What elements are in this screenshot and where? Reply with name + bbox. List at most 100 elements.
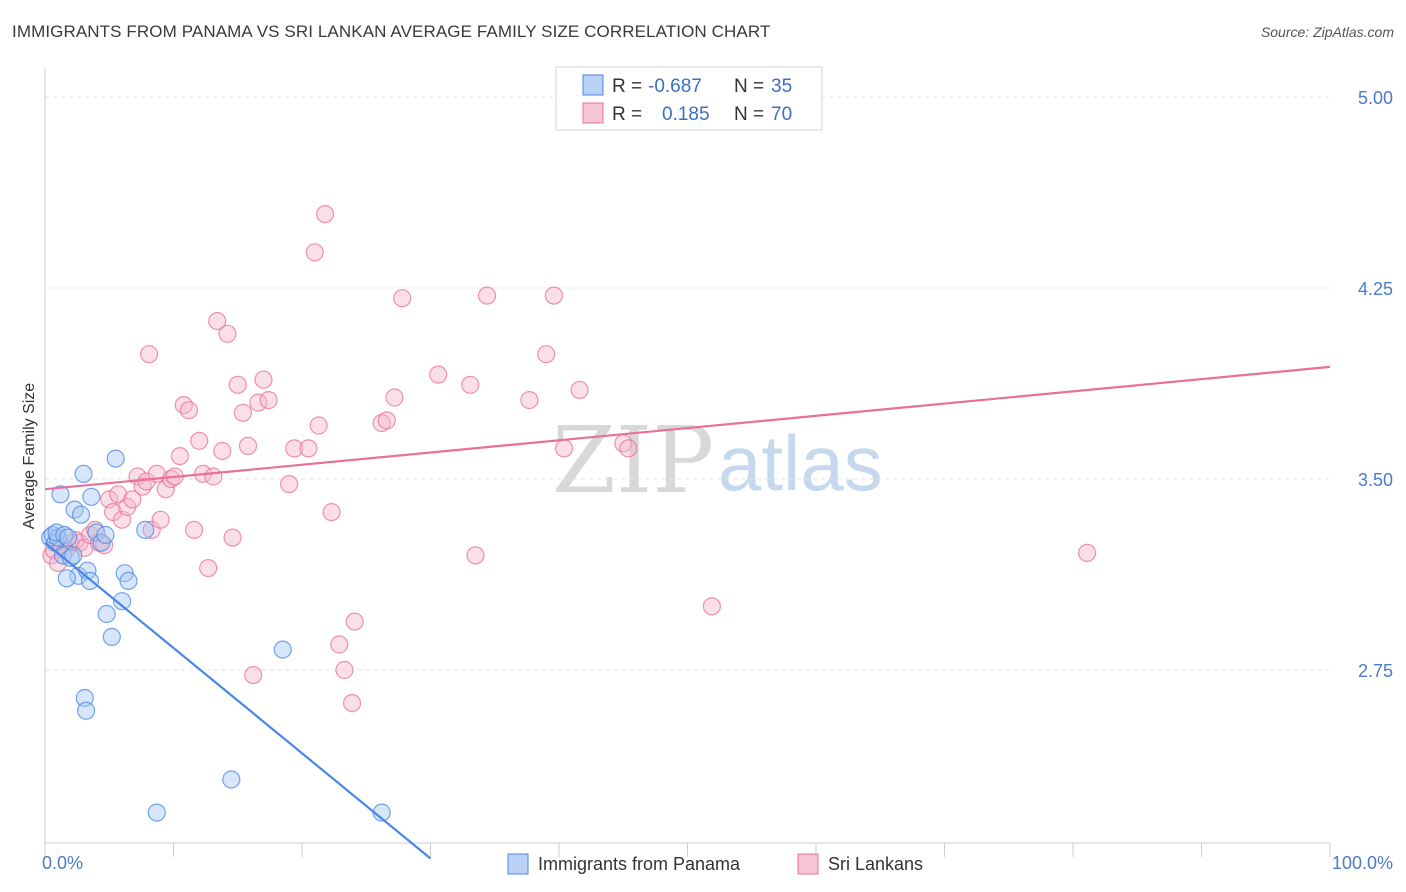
panama-point-29 [76, 701, 96, 720]
stats-legend: R = -0.687 N = 35 R = 0.185 N = 70 [555, 66, 823, 131]
watermark-atlas: atlas [718, 419, 883, 507]
axes [44, 68, 1331, 857]
sri-lankan-point-35 [204, 467, 223, 486]
sri-lankan-point-51 [305, 243, 324, 262]
y-tick-label-0: 5.00 [1358, 88, 1393, 108]
panama-trend-line [44, 541, 432, 860]
sri-lankan-point-40 [228, 375, 247, 394]
trend-lines [44, 365, 1331, 860]
bottom-legend-swatch-panama [507, 853, 529, 875]
y-tick-label-2: 3.50 [1358, 470, 1393, 490]
sri-lankan-point-46 [259, 391, 278, 410]
chart-source: Source: ZipAtlas.com [1260, 24, 1394, 40]
panama-point-12 [57, 569, 76, 588]
sri-lankan-point-38 [218, 324, 237, 343]
panama-point-7 [58, 528, 78, 547]
sri-lankan-point-58 [345, 612, 364, 631]
legend-r-value-1: -0.687 [648, 76, 702, 97]
sri-lankan-point-62 [393, 289, 412, 308]
sri-lankan-point-53 [316, 205, 335, 224]
bottom-legend-swatch-sri-lankans [797, 853, 819, 875]
sri-lankan-point-32 [190, 431, 209, 450]
series-sri-lankans [42, 205, 1097, 713]
sri-lankan-point-50 [299, 439, 318, 458]
sri-lankan-point-68 [537, 345, 556, 364]
sri-lankan-point-47 [140, 345, 159, 364]
legend-swatch-blue [582, 74, 604, 96]
legend-n-value-1: 35 [771, 76, 792, 97]
panama-point-32 [222, 770, 241, 789]
sri-lankan-point-25 [156, 480, 175, 499]
sri-lankan-point-49 [285, 439, 304, 458]
sri-lankan-point-56 [335, 660, 354, 680]
legend-n-value-2: 70 [771, 104, 792, 125]
panama-point-14 [71, 505, 91, 524]
panama-point-23 [96, 525, 115, 545]
series-legend: Immigrants from Panama Sri Lankans [507, 853, 923, 875]
sri-lankan-point-52 [309, 416, 328, 435]
sri-lankan-point-74 [702, 597, 722, 616]
sri-lankan-point-65 [466, 546, 485, 565]
panama-point-30 [136, 520, 155, 540]
sri-lankan-point-75 [1077, 543, 1097, 563]
sri-lankan-point-67 [520, 391, 539, 410]
y-axis-title: Average Family Size [21, 383, 38, 530]
sri-lankan-point-60 [377, 411, 396, 430]
sri-lankan-point-28 [170, 447, 189, 466]
panama-point-31 [273, 640, 292, 659]
sri-lankan-point-55 [330, 635, 349, 654]
sri-lankan-trend-line [44, 365, 1331, 491]
watermark-zip: ZIP [552, 407, 714, 514]
sri-lankan-point-42 [238, 436, 258, 455]
panama-point-33 [147, 803, 166, 822]
panama-point-17 [82, 487, 101, 506]
legend-n-label-1: N = [734, 76, 764, 97]
y-tick-label-1: 4.25 [1358, 279, 1393, 299]
panama-point-4 [51, 485, 70, 504]
sri-lankan-point-37 [213, 441, 232, 461]
panama-point-13 [64, 546, 83, 565]
sri-lankan-point-43 [244, 665, 263, 685]
legend-r-label-2: R = [612, 104, 642, 125]
sri-lankan-point-21 [137, 472, 156, 491]
sri-lankan-point-69 [544, 286, 564, 305]
sri-lankan-point-31 [185, 520, 204, 540]
legend-r-label-1: R = [612, 76, 642, 97]
sri-lankan-point-45 [254, 370, 273, 389]
sri-lankan-point-24 [151, 510, 170, 529]
legend-swatch-pink [582, 102, 604, 124]
sri-lankan-point-66 [477, 286, 497, 305]
legend-n-label-2: N = [734, 104, 764, 125]
panama-point-27 [119, 571, 138, 591]
sri-lankan-point-59 [372, 413, 391, 433]
panama-point-24 [106, 449, 125, 468]
sri-lankan-point-34 [199, 558, 218, 578]
sri-lankan-point-73 [619, 439, 638, 458]
x-tick-label-0: 0.0% [42, 853, 83, 873]
sri-lankan-point-70 [554, 439, 574, 458]
panama-point-15 [74, 464, 93, 483]
sri-lankan-point-39 [223, 528, 242, 547]
tick-labels: 5.00 4.25 3.50 2.75 0.0% 100.0% [42, 88, 1393, 873]
sri-lankan-point-15 [109, 485, 128, 504]
sri-lankan-point-57 [343, 693, 362, 713]
sri-lankan-point-63 [429, 365, 448, 384]
sri-lankan-point-29 [174, 396, 193, 415]
panama-point-25 [112, 592, 132, 611]
y-tick-label-3: 2.75 [1358, 661, 1393, 681]
bottom-legend-label-panama: Immigrants from Panama [538, 854, 741, 874]
sri-lankan-point-41 [233, 403, 252, 422]
sri-lankan-point-18 [123, 490, 142, 509]
panama-point-20 [97, 604, 116, 624]
legend-r-value-2: 0.185 [662, 104, 710, 125]
sri-lankan-point-48 [280, 475, 299, 494]
sri-lankan-point-71 [570, 380, 589, 399]
sri-lankan-point-30 [179, 401, 198, 420]
sri-lankan-point-61 [385, 388, 404, 407]
bottom-legend-label-sri-lankans: Sri Lankans [828, 854, 923, 874]
sri-lankan-point-36 [208, 312, 227, 331]
sri-lankan-point-64 [461, 375, 480, 394]
chart-title: IMMIGRANTS FROM PANAMA VS SRI LANKAN AVE… [12, 22, 771, 41]
panama-point-21 [102, 627, 121, 647]
